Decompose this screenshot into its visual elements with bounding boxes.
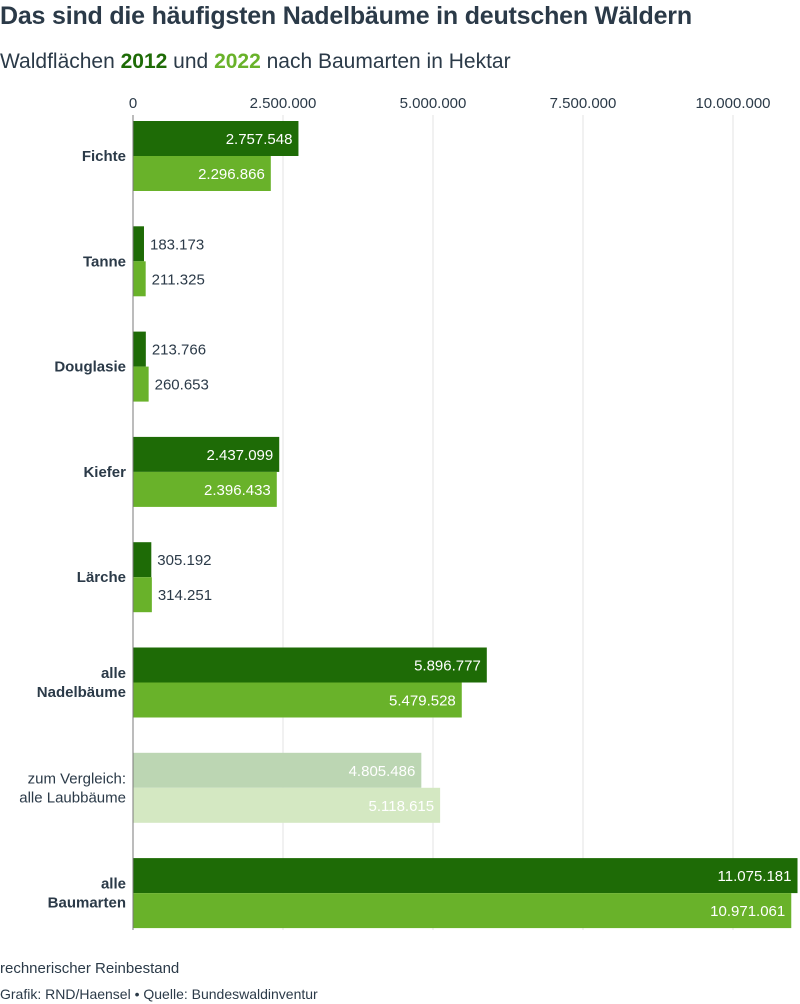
x-axis-ticks: 0 2.500.000 5.000.000 7.500.000 10.000.000 — [129, 95, 771, 112]
data-label: 2.757.548 — [226, 131, 293, 148]
x-tick-label: 7.500.000 — [550, 95, 617, 112]
category-label: Nadelbäume — [37, 684, 126, 701]
data-label: 2.296.866 — [198, 166, 265, 183]
bar-2022 — [133, 893, 792, 929]
category-label: Kiefer — [83, 464, 126, 481]
data-label: 10.971.061 — [710, 903, 785, 920]
bar-2012 — [133, 647, 487, 683]
data-label: 211.325 — [152, 271, 205, 288]
subtitle-middle: und — [167, 50, 215, 73]
data-label: 5.118.615 — [368, 798, 434, 815]
category-label: alle Laubbäume — [19, 789, 126, 806]
category-labels: Fichte Tanne Douglasie Kiefer Lärche alle Nade… — [19, 148, 126, 912]
category-label: Lärche — [77, 569, 126, 586]
x-tick-label: 5.000.000 — [400, 95, 467, 112]
bar-2022 — [133, 156, 271, 191]
category-label: Douglasie — [54, 359, 126, 376]
x-tick-label: 10.000.000 — [695, 95, 770, 112]
chart-subtitle: Waldflächen 2012 und 2022 nach Baumarten… — [0, 50, 511, 74]
data-label: 2.396.433 — [204, 482, 271, 499]
bar-2012 — [133, 121, 299, 156]
category-label: Tanne — [83, 253, 126, 270]
bar-2022 — [133, 682, 462, 718]
bar-2022 — [133, 471, 277, 507]
x-tick-label: 2.500.000 — [250, 95, 317, 112]
chart-title: Das sind die häufigsten Nadelbäume in de… — [0, 2, 692, 30]
bar-2012 — [133, 858, 798, 894]
bar-2012 — [133, 542, 152, 578]
bar-chart: 0 2.500.000 5.000.000 7.500.000 10.000.000 2… — [19, 95, 798, 930]
bar-2012 — [133, 436, 280, 472]
data-label: 183.173 — [150, 236, 204, 253]
x-tick-label: 0 — [129, 95, 137, 112]
bar-2012 — [133, 752, 422, 788]
data-label: 213.766 — [152, 342, 206, 359]
category-label: alle — [101, 876, 126, 893]
data-label: 305.192 — [157, 552, 211, 569]
subtitle-year-2022: 2022 — [214, 50, 261, 73]
bar-2022 — [133, 577, 152, 613]
data-label: 5.896.777 — [414, 658, 481, 675]
subtitle-suffix: nach Baumarten in Hektar — [260, 50, 511, 73]
data-label: 260.653 — [155, 377, 209, 394]
data-label: 4.805.486 — [349, 763, 416, 780]
subtitle-prefix: Waldflächen — [0, 50, 121, 73]
data-label: 2.437.099 — [206, 447, 273, 464]
category-label: zum Vergleich: — [28, 770, 126, 787]
bar-2022 — [133, 261, 146, 297]
bars — [133, 121, 798, 929]
data-label: 5.479.528 — [389, 693, 456, 710]
data-label: 314.251 — [158, 587, 212, 604]
category-label: Fichte — [82, 148, 126, 165]
data-label: 11.075.181 — [718, 868, 792, 885]
bar-2022 — [133, 366, 149, 402]
category-label: alle — [101, 665, 126, 682]
data-labels: 2.757.548 2.296.866 183.173 211.325 213.766 2… — [150, 131, 792, 920]
subtitle-year-2012: 2012 — [120, 50, 168, 73]
source-credit: Grafik: RND/Haensel • Quelle: Bundeswald… — [0, 986, 318, 1002]
bar-2012 — [133, 226, 144, 262]
bar-2012 — [133, 331, 146, 367]
category-label: Baumarten — [48, 895, 126, 912]
footnote: rechnerischer Reinbestand — [0, 960, 180, 977]
bar-2022 — [133, 787, 441, 823]
